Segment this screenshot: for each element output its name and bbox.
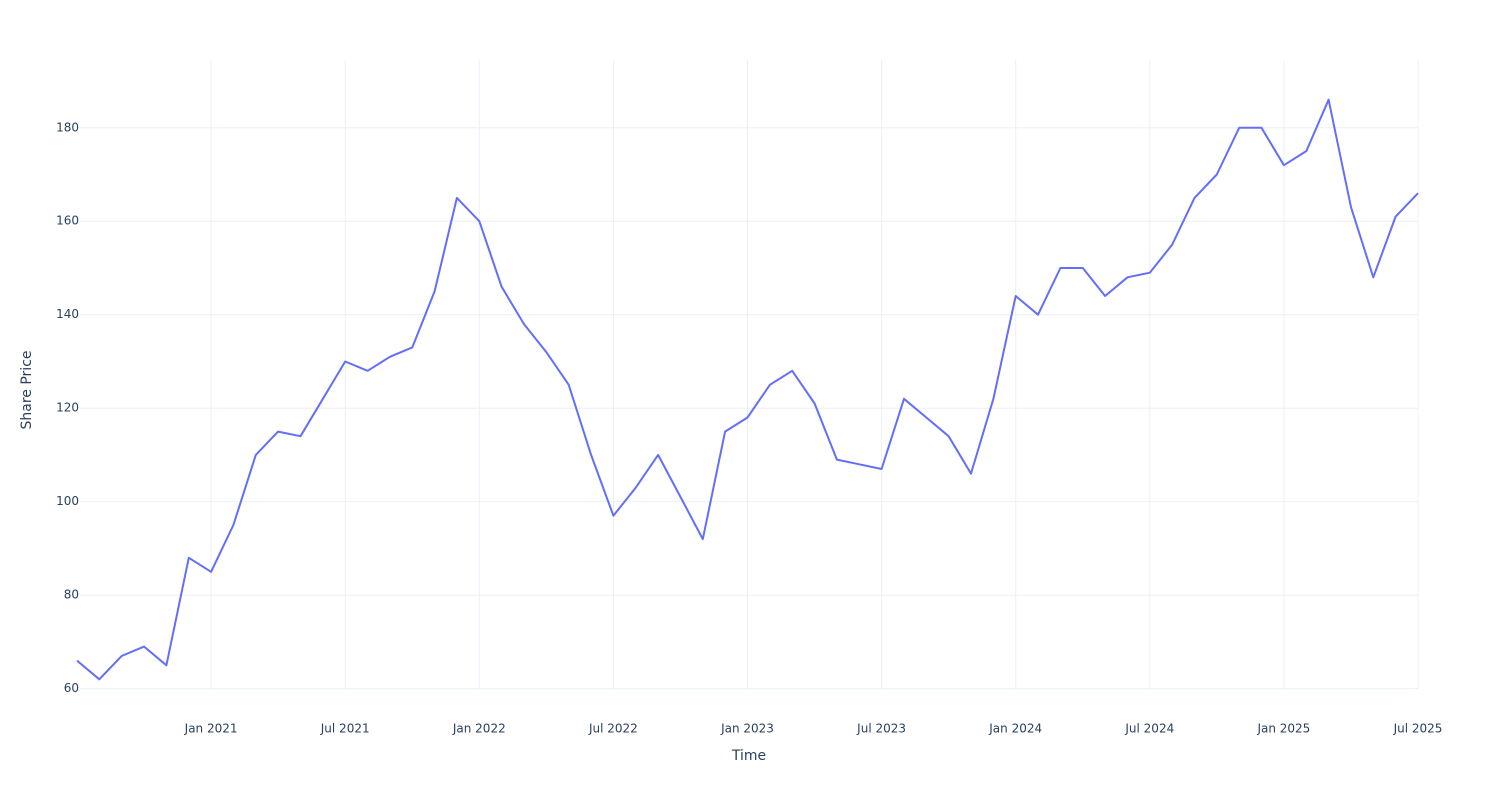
x-tick-label: Jul 2021 [320,722,370,736]
y-tick-label: 180 [56,120,79,134]
x-tick-label: Jul 2023 [856,722,906,736]
x-tick-label: Jul 2022 [588,722,638,736]
y-tick-label: 100 [56,494,79,508]
x-tick-label: Jul 2024 [1124,722,1174,736]
y-tick-label: 60 [64,681,79,695]
x-tick-label: Jan 2023 [720,722,774,736]
y-tick-label: 120 [56,401,79,415]
x-tick-label: Jul 2025 [1393,722,1443,736]
x-tick-label: Jan 2025 [1256,722,1310,736]
y-axis-title: Share Price [19,350,35,429]
x-axis-title: Time [731,748,766,764]
x-tick-label: Jan 2022 [452,722,506,736]
y-tick-label: 140 [56,307,79,321]
price-line [76,98,1419,681]
y-tick-label: 160 [56,214,79,228]
x-tick-label: Jan 2021 [184,722,238,736]
x-tick-label: Jan 2024 [988,722,1042,736]
y-tick-label: 80 [64,588,79,602]
